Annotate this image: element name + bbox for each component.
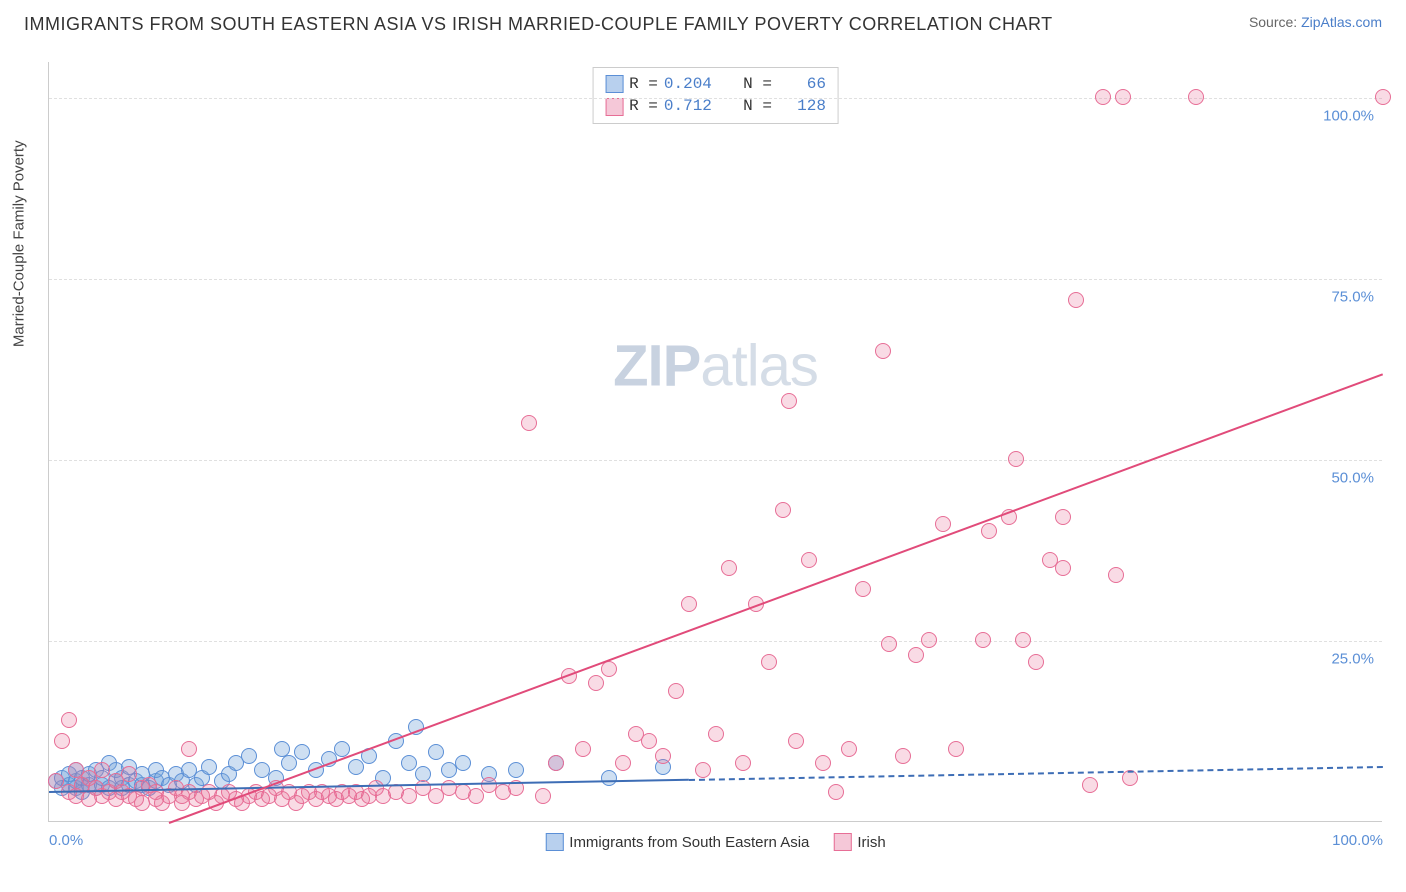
y-tick-label: 25.0% xyxy=(1331,651,1374,668)
chart-title: IMMIGRANTS FROM SOUTH EASTERN ASIA VS IR… xyxy=(24,14,1053,35)
scatter-point xyxy=(281,755,297,771)
y-tick-label: 100.0% xyxy=(1323,108,1374,125)
scatter-point xyxy=(681,596,697,612)
scatter-point xyxy=(1028,654,1044,670)
scatter-point xyxy=(121,766,137,782)
scatter-point xyxy=(735,755,751,771)
trend-line xyxy=(689,766,1383,781)
scatter-point xyxy=(775,502,791,518)
gridline xyxy=(49,98,1382,99)
scatter-point xyxy=(668,683,684,699)
scatter-point xyxy=(948,741,964,757)
y-tick-label: 75.0% xyxy=(1331,289,1374,306)
scatter-point xyxy=(908,647,924,663)
scatter-point xyxy=(828,784,844,800)
scatter-point xyxy=(975,632,991,648)
scatter-point xyxy=(1068,292,1084,308)
scatter-point xyxy=(1188,89,1204,105)
n-value: 66 xyxy=(778,73,826,95)
scatter-point xyxy=(348,759,364,775)
scatter-point xyxy=(548,755,564,771)
chart-plot-area: ZIPatlas Married-Couple Family Poverty R… xyxy=(48,62,1382,822)
scatter-point xyxy=(455,755,471,771)
scatter-point xyxy=(201,759,217,775)
scatter-point xyxy=(535,788,551,804)
scatter-point xyxy=(468,788,484,804)
scatter-point xyxy=(1015,632,1031,648)
scatter-point xyxy=(615,755,631,771)
scatter-point xyxy=(921,632,937,648)
scatter-point xyxy=(428,744,444,760)
trend-line xyxy=(169,373,1384,824)
legend-item: Irish xyxy=(833,833,885,851)
gridline xyxy=(49,641,1382,642)
stats-row: R =0.204 N =66 xyxy=(605,73,826,95)
scatter-point xyxy=(981,523,997,539)
y-tick-label: 50.0% xyxy=(1331,470,1374,487)
scatter-point xyxy=(241,748,257,764)
scatter-point xyxy=(1095,89,1111,105)
scatter-point xyxy=(895,748,911,764)
scatter-point xyxy=(881,636,897,652)
scatter-point xyxy=(788,733,804,749)
scatter-point xyxy=(801,552,817,568)
scatter-point xyxy=(855,581,871,597)
scatter-point xyxy=(294,744,310,760)
scatter-point xyxy=(641,733,657,749)
scatter-point xyxy=(54,733,70,749)
legend-label: Immigrants from South Eastern Asia xyxy=(569,834,809,851)
correlation-stats-box: R =0.204 N =66R =0.712 N =128 xyxy=(592,67,839,124)
x-tick-label: 100.0% xyxy=(1332,832,1383,849)
bottom-legend: Immigrants from South Eastern Asia Irish xyxy=(545,833,885,851)
scatter-point xyxy=(601,661,617,677)
scatter-point xyxy=(815,755,831,771)
y-axis-label: Married-Couple Family Poverty xyxy=(11,140,28,347)
gridline xyxy=(49,279,1382,280)
gridline xyxy=(49,460,1382,461)
scatter-point xyxy=(1108,567,1124,583)
scatter-point xyxy=(935,516,951,532)
scatter-point xyxy=(708,726,724,742)
scatter-point xyxy=(508,762,524,778)
scatter-point xyxy=(761,654,777,670)
scatter-point xyxy=(1055,509,1071,525)
r-value: 0.204 xyxy=(664,73,712,95)
scatter-point xyxy=(61,712,77,728)
source-attribution: Source: ZipAtlas.com xyxy=(1249,14,1382,30)
scatter-point xyxy=(841,741,857,757)
scatter-point xyxy=(695,762,711,778)
scatter-point xyxy=(521,415,537,431)
x-tick-label: 0.0% xyxy=(49,832,83,849)
legend-swatch xyxy=(605,98,623,116)
scatter-point xyxy=(781,393,797,409)
legend-swatch xyxy=(605,75,623,93)
scatter-point xyxy=(875,343,891,359)
scatter-point xyxy=(655,748,671,764)
scatter-point xyxy=(334,741,350,757)
scatter-point xyxy=(181,741,197,757)
legend-label: Irish xyxy=(857,834,885,851)
legend-swatch xyxy=(545,833,563,851)
source-link[interactable]: ZipAtlas.com xyxy=(1301,14,1382,30)
legend-swatch xyxy=(833,833,851,851)
scatter-point xyxy=(575,741,591,757)
legend-item: Immigrants from South Eastern Asia xyxy=(545,833,809,851)
scatter-point xyxy=(721,560,737,576)
scatter-point xyxy=(1082,777,1098,793)
scatter-point xyxy=(1115,89,1131,105)
watermark: ZIPatlas xyxy=(613,332,818,399)
scatter-point xyxy=(1008,451,1024,467)
scatter-point xyxy=(1375,89,1391,105)
scatter-point xyxy=(588,675,604,691)
scatter-point xyxy=(601,770,617,786)
scatter-point xyxy=(1055,560,1071,576)
